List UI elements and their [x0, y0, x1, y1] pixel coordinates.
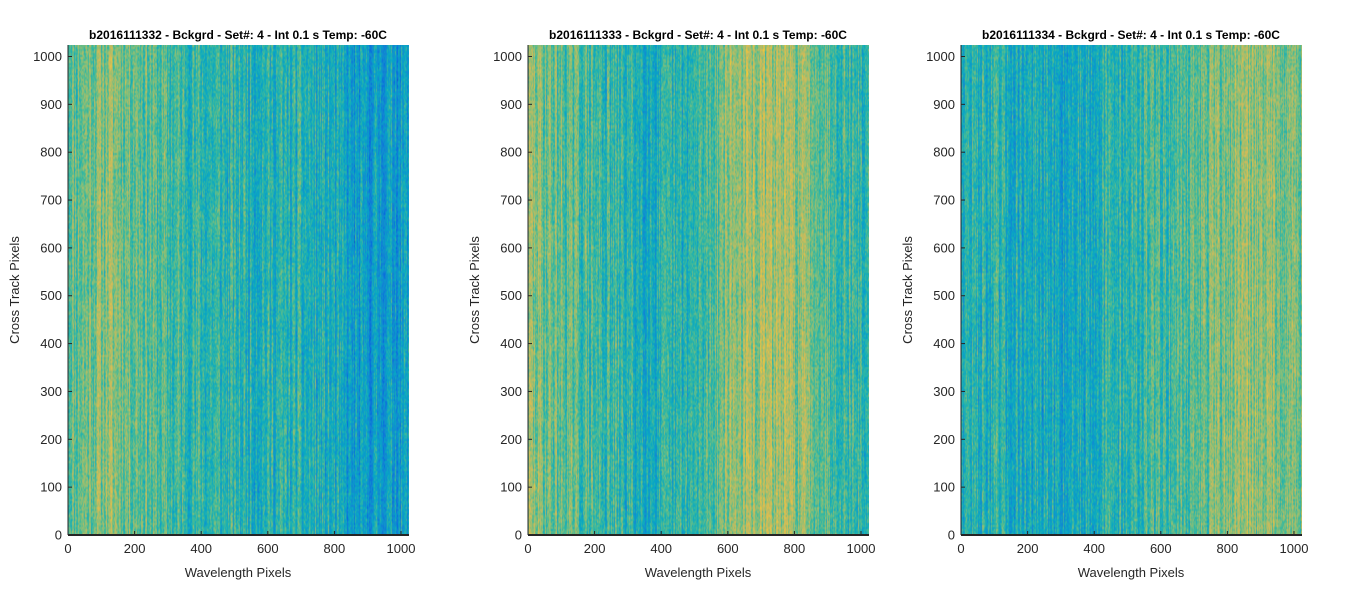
panel-2-y-ticks: 0 100 200 300 400 500 600 700 800 900 1000	[493, 49, 532, 543]
y-tick-label: 300	[40, 384, 62, 399]
y-tick-label: 400	[500, 336, 522, 351]
panel-1-heatmap	[68, 45, 409, 535]
x-tick-label: 1000	[1280, 541, 1309, 556]
x-tick-label: 1000	[387, 541, 416, 556]
panel-1-y-ticks: 0 100 200 300 400 500 600 700 800 900 1000	[33, 49, 72, 543]
panel-3-xlabel: Wavelength Pixels	[1078, 565, 1185, 580]
panel-2-xlabel: Wavelength Pixels	[645, 565, 752, 580]
y-tick-label: 400	[40, 336, 62, 351]
panel-2-ylabel: Cross Track Pixels	[467, 236, 482, 344]
y-tick-label: 900	[500, 97, 522, 112]
x-tick-label: 600	[1150, 541, 1172, 556]
y-tick-label: 300	[500, 384, 522, 399]
x-tick-label: 800	[784, 541, 806, 556]
y-tick-label: 900	[40, 97, 62, 112]
x-tick-label: 200	[1017, 541, 1039, 556]
panel-1-xlabel: Wavelength Pixels	[185, 565, 292, 580]
y-tick-label: 200	[500, 432, 522, 447]
panel-3-title: b2016111334 - Bckgrd - Set#: 4 - Int 0.1…	[982, 28, 1280, 42]
panel-3: b2016111334 - Bckgrd - Set#: 4 - Int 0.1…	[900, 28, 1308, 580]
y-tick-label: 700	[933, 193, 955, 208]
y-tick-label: 500	[40, 288, 62, 303]
panel-3-y-ticks: 0 100 200 300 400 500 600 700 800 900 1000	[926, 49, 965, 543]
panel-1-title: b2016111332 - Bckgrd - Set#: 4 - Int 0.1…	[89, 28, 387, 42]
x-tick-label: 400	[1083, 541, 1105, 556]
x-tick-label: 0	[64, 541, 71, 556]
panel-3-ylabel: Cross Track Pixels	[900, 236, 915, 344]
y-tick-label: 100	[933, 480, 955, 495]
y-tick-label: 400	[933, 336, 955, 351]
y-tick-label: 200	[933, 432, 955, 447]
y-tick-label: 700	[500, 193, 522, 208]
panel-3-x-ticks: 0 200 400 600 800 1000	[957, 531, 1308, 556]
y-tick-label: 0	[948, 528, 955, 543]
y-tick-label: 0	[515, 528, 522, 543]
y-tick-label: 600	[933, 240, 955, 255]
y-tick-label: 500	[933, 288, 955, 303]
x-tick-label: 400	[650, 541, 672, 556]
x-tick-label: 400	[190, 541, 212, 556]
y-tick-label: 1000	[493, 49, 522, 64]
y-tick-label: 100	[500, 480, 522, 495]
y-tick-label: 500	[500, 288, 522, 303]
panel-3-heatmap	[961, 45, 1302, 535]
y-tick-label: 200	[40, 432, 62, 447]
y-tick-label: 100	[40, 480, 62, 495]
y-tick-label: 600	[500, 240, 522, 255]
y-tick-label: 800	[500, 145, 522, 160]
x-tick-label: 200	[124, 541, 146, 556]
x-tick-label: 800	[1217, 541, 1239, 556]
y-tick-label: 300	[933, 384, 955, 399]
panel-1-x-ticks: 0 200 400 600 800 1000	[64, 531, 415, 556]
panel-1: b2016111332 - Bckgrd - Set#: 4 - Int 0.1…	[7, 28, 415, 580]
x-tick-label: 800	[324, 541, 346, 556]
panel-2-heatmap	[528, 45, 869, 535]
y-tick-label: 800	[40, 145, 62, 160]
y-tick-label: 1000	[926, 49, 955, 64]
y-tick-label: 800	[933, 145, 955, 160]
x-tick-label: 0	[524, 541, 531, 556]
panel-2-x-ticks: 0 200 400 600 800 1000	[524, 531, 875, 556]
y-tick-label: 600	[40, 240, 62, 255]
x-tick-label: 0	[957, 541, 964, 556]
y-tick-label: 900	[933, 97, 955, 112]
panel-2-title: b2016111333 - Bckgrd - Set#: 4 - Int 0.1…	[549, 28, 847, 42]
x-tick-label: 600	[717, 541, 739, 556]
y-tick-label: 0	[55, 528, 62, 543]
panel-2: b2016111333 - Bckgrd - Set#: 4 - Int 0.1…	[467, 28, 875, 580]
x-tick-label: 600	[257, 541, 279, 556]
y-tick-label: 700	[40, 193, 62, 208]
x-tick-label: 1000	[847, 541, 876, 556]
y-tick-label: 1000	[33, 49, 62, 64]
x-tick-label: 200	[584, 541, 606, 556]
panel-1-ylabel: Cross Track Pixels	[7, 236, 22, 344]
